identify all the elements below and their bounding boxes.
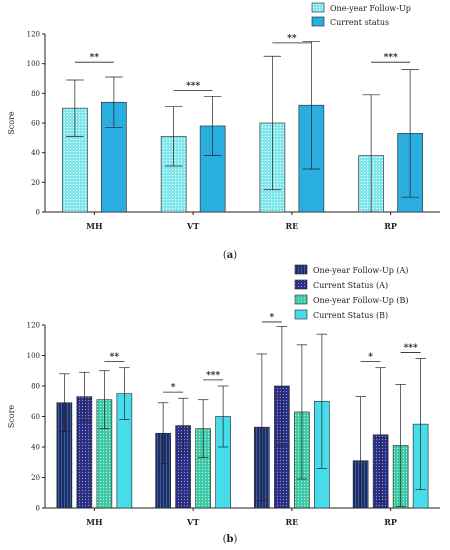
significance-label: ** — [90, 53, 100, 63]
y-tick-label: 100 — [27, 352, 40, 360]
category-label-vt: VT — [186, 517, 199, 527]
legend-label: Current status — [330, 18, 389, 27]
y-tick-label: 120 — [27, 322, 40, 330]
category-label-mh: MH — [86, 517, 103, 527]
legend-label: Current Status (B) — [313, 311, 388, 320]
legend-label: One-year Follow-Up — [330, 4, 411, 13]
category-label-rp: RP — [384, 517, 397, 527]
y-tick-label: 80 — [31, 90, 40, 98]
y-tick-label: 100 — [27, 60, 40, 68]
y-tick-label: 0 — [36, 209, 40, 217]
legend-swatch — [311, 16, 325, 27]
significance-label: ** — [110, 353, 120, 363]
y-tick-label: 60 — [31, 413, 40, 421]
significance-label: * — [171, 383, 176, 393]
category-label-mh: MH — [86, 221, 103, 231]
category-label-vt: VT — [186, 221, 199, 231]
significance-label: *** — [206, 371, 220, 381]
legend-label: One-year Follow-Up (B) — [313, 296, 408, 305]
y-tick-label: 40 — [31, 444, 40, 452]
significance-label: * — [368, 353, 373, 363]
category-label-rp: RP — [384, 221, 397, 231]
significance-label: *** — [404, 343, 418, 353]
y-tick-label: 20 — [31, 474, 40, 482]
legend-swatch — [294, 309, 308, 320]
legend-swatch — [311, 2, 325, 13]
subfigure-label: (a) — [223, 250, 237, 261]
significance-label: * — [270, 313, 275, 323]
y-tick-label: 120 — [27, 31, 40, 39]
category-label-re: RE — [286, 517, 299, 527]
significance-label: ** — [287, 34, 297, 44]
legend-swatch — [294, 279, 308, 290]
y-tick-label: 40 — [31, 149, 40, 157]
y-axis-label: Score — [7, 405, 16, 429]
legend-label: Current Status (A) — [313, 281, 388, 290]
y-tick-label: 0 — [36, 505, 40, 513]
significance-label: *** — [384, 53, 398, 63]
legend-swatch — [294, 264, 308, 275]
y-tick-label: 20 — [31, 179, 40, 187]
category-label-re: RE — [286, 221, 299, 231]
subfigure-label: (b) — [223, 534, 238, 545]
legend-swatch — [294, 294, 308, 305]
legend-label: One-year Follow-Up (A) — [313, 266, 408, 275]
y-axis-label: Score — [7, 111, 16, 135]
y-tick-label: 60 — [31, 120, 40, 128]
significance-label: *** — [186, 81, 200, 91]
y-tick-label: 80 — [31, 383, 40, 391]
